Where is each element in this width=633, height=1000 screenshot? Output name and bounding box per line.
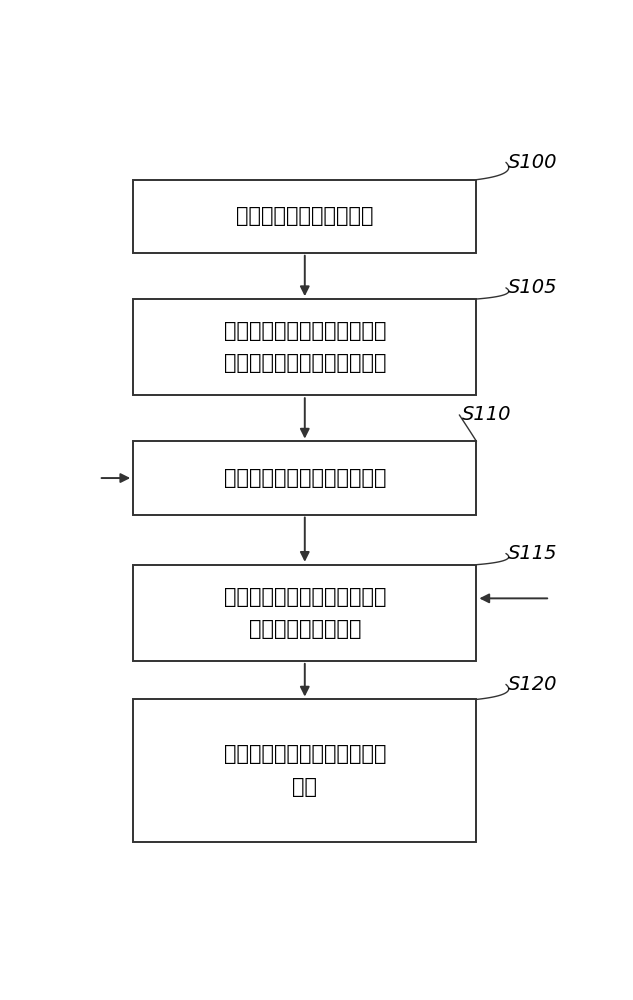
Text: S105: S105 xyxy=(508,278,558,297)
Text: 量、样本数据记录、要素个数: 量、样本数据记录、要素个数 xyxy=(223,353,386,373)
Text: S120: S120 xyxy=(508,675,558,694)
Text: 根据检验标准确定推荐样本数: 根据检验标准确定推荐样本数 xyxy=(223,321,386,341)
Text: 根据所述相干因素和要素确定: 根据所述相干因素和要素确定 xyxy=(223,587,386,607)
FancyBboxPatch shape xyxy=(133,441,477,515)
Text: 满足条件的推荐样本: 满足条件的推荐样本 xyxy=(249,619,361,639)
Text: 样本: 样本 xyxy=(292,777,317,797)
FancyBboxPatch shape xyxy=(133,565,477,661)
FancyBboxPatch shape xyxy=(133,180,477,253)
Text: S115: S115 xyxy=(508,544,558,563)
FancyBboxPatch shape xyxy=(133,699,477,842)
Text: 获取高精度地图的数据源: 获取高精度地图的数据源 xyxy=(236,206,373,226)
Text: S110: S110 xyxy=(462,405,511,424)
FancyBboxPatch shape xyxy=(133,299,477,395)
Text: S100: S100 xyxy=(508,153,558,172)
Text: 随机抽取所述满足条件的推荐: 随机抽取所述满足条件的推荐 xyxy=(223,744,386,764)
Text: 根据所述数据源获取相干因素: 根据所述数据源获取相干因素 xyxy=(223,468,386,488)
